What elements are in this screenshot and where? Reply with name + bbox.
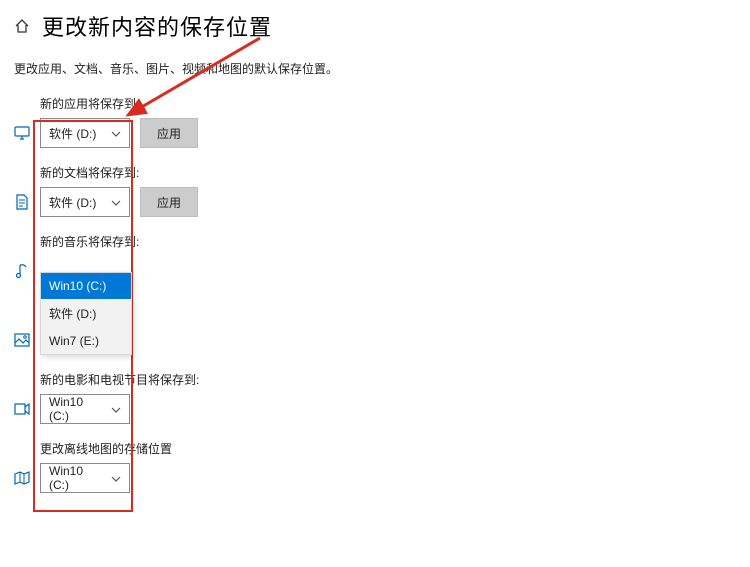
dropdown-option-softd[interactable]: 软件 (D:) — [41, 299, 131, 328]
home-icon[interactable] — [14, 18, 30, 34]
row-maps: 更改离线地图的存储位置 Win10 (C:) — [14, 440, 750, 493]
chevron-down-icon — [111, 126, 121, 140]
row-music-label: 新的音乐将保存到: — [40, 233, 750, 250]
page-title: 更改新内容的保存位置 — [42, 10, 272, 42]
maps-drive-value: Win10 (C:) — [49, 464, 105, 492]
row-docs: 新的文档将保存到: 软件 (D:) 应用 — [14, 164, 750, 217]
apps-drive-value: 软件 (D:) — [49, 125, 96, 142]
page-header: 更改新内容的保存位置 — [14, 10, 750, 42]
apps-apply-button[interactable]: 应用 — [140, 118, 198, 148]
row-maps-label: 更改离线地图的存储位置 — [40, 440, 750, 457]
row-apps: 新的应用将保存到: 软件 (D:) 应用 — [14, 95, 750, 148]
apps-drive-select[interactable]: 软件 (D:) — [40, 118, 130, 148]
docs-apply-button[interactable]: 应用 — [140, 187, 198, 217]
chevron-down-icon — [111, 402, 121, 416]
settings-page: 更改新内容的保存位置 更改应用、文档、音乐、图片、视频和地图的默认保存位置。 新… — [0, 0, 750, 567]
monitor-icon — [14, 126, 30, 140]
docs-drive-value: 软件 (D:) — [49, 194, 96, 211]
chevron-down-icon — [111, 195, 121, 209]
docs-drive-select[interactable]: 软件 (D:) — [40, 187, 130, 217]
map-icon — [14, 471, 30, 485]
row-docs-label: 新的文档将保存到: — [40, 164, 750, 181]
row-video-label: 新的 频将保存到: — [40, 302, 750, 319]
music-icon — [14, 263, 30, 279]
chevron-down-icon — [111, 471, 121, 485]
dropdown-option-win10c[interactable]: Win10 (C:) — [41, 273, 131, 299]
movies-drive-value: Win10 (C:) — [49, 395, 105, 423]
row-movies: 新的电影和电视节目将保存到: Win10 (C:) — [14, 371, 750, 424]
movies-drive-select[interactable]: Win10 (C:) — [40, 394, 130, 424]
maps-drive-select[interactable]: Win10 (C:) — [40, 463, 130, 493]
row-apps-label: 新的应用将保存到: — [40, 95, 750, 112]
dropdown-option-win7e[interactable]: Win7 (E:) — [41, 328, 131, 354]
image-icon — [14, 333, 30, 347]
row-movies-label: 新的电影和电视节目将保存到: — [40, 371, 750, 388]
video-icon — [14, 403, 30, 415]
document-icon — [14, 194, 30, 210]
music-drive-dropdown[interactable]: Win10 (C:) 软件 (D:) Win7 (E:) — [40, 272, 132, 355]
page-subtitle: 更改应用、文档、音乐、图片、视频和地图的默认保存位置。 — [14, 60, 750, 77]
